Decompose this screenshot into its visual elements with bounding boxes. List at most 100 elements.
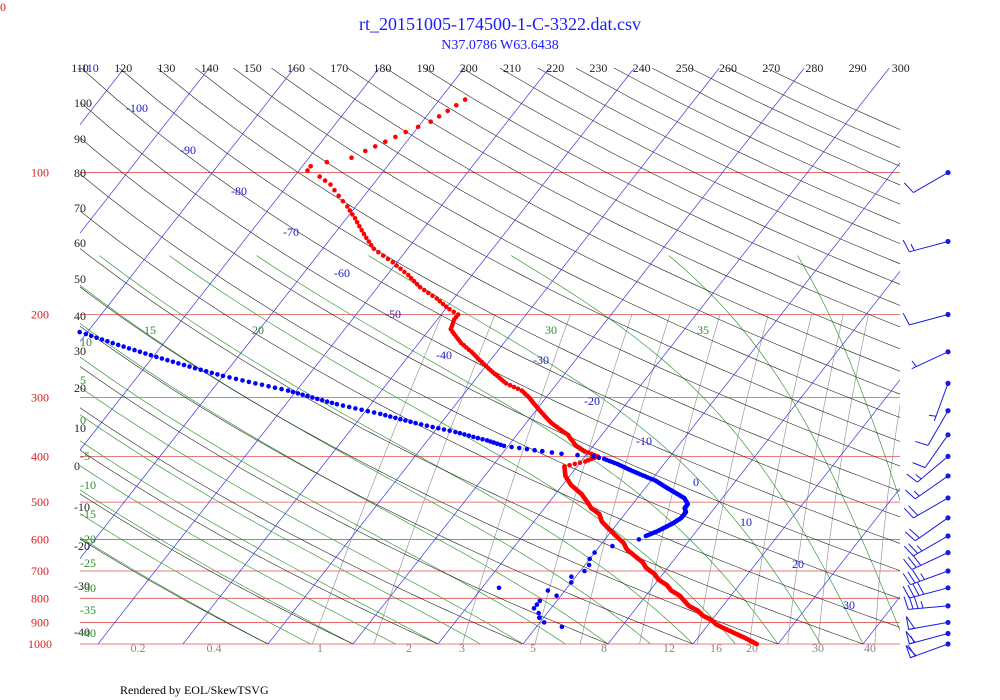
dewpoint-point	[537, 598, 543, 604]
dry-adiabat-label: 90	[74, 132, 86, 146]
isotherm-label: 10	[740, 515, 752, 529]
dewpoint-point	[403, 418, 408, 423]
dewpoint-point	[383, 412, 388, 418]
dewpoint-point	[105, 339, 110, 344]
dewpoint-point	[340, 403, 346, 408]
pressure-tick-label: 500	[31, 495, 49, 509]
moist-adiabat-line	[168, 255, 736, 644]
dewpoint-point	[110, 340, 115, 346]
dewpoint-point	[246, 379, 252, 385]
dry-adiabat-label: -30	[74, 579, 90, 593]
dewpoint-point	[484, 438, 490, 443]
isotherm-line	[0, 68, 39, 644]
isotherm-label: -100	[126, 101, 148, 115]
temperature-point	[347, 208, 353, 213]
mixing-ratio-line	[874, 403, 900, 644]
dewpoint-point	[531, 606, 537, 611]
moist-adiabat-line	[80, 414, 481, 644]
moist-adiabat-label: 20	[252, 323, 264, 337]
temperature-tick-label: 130	[157, 61, 175, 75]
temperature-point	[366, 239, 372, 244]
temperature-point	[445, 108, 451, 114]
wind-barb-staff	[910, 570, 949, 586]
wind-barb-feather	[913, 595, 919, 609]
dewpoint-point	[346, 404, 352, 410]
mixing-ratio-line	[373, 314, 496, 644]
moist-adiabat-line	[256, 255, 779, 644]
dewpoint-point	[227, 375, 232, 380]
temperature-point	[454, 103, 459, 108]
dewpoint-point	[534, 602, 540, 607]
temperature-point	[417, 284, 423, 290]
dewpoint-point	[636, 537, 642, 542]
dewpoint-point	[209, 370, 215, 376]
temperature-point	[383, 139, 388, 144]
dewpoint-point	[471, 434, 476, 440]
dewpoint-point	[545, 588, 551, 593]
temperature-point	[436, 114, 442, 119]
dewpoint-point	[99, 337, 105, 342]
mixing-ratio-line	[311, 314, 443, 644]
temperature-series	[305, 97, 760, 647]
temperature-point	[352, 216, 358, 221]
isotherm-line	[692, 379, 900, 644]
temperature-tick-label: 250	[676, 61, 694, 75]
mixing-ratio-label: 0.2	[131, 641, 146, 655]
isotherm-line	[948, 68, 1000, 644]
moist-adiabat-label: 15	[144, 323, 156, 337]
temperature-point	[364, 235, 369, 241]
moist-adiabat-lines	[80, 255, 900, 644]
pressure-tick-label: 700	[31, 564, 49, 578]
wind-barb-feather	[907, 556, 917, 568]
dry-adiabat-label: 0	[74, 459, 80, 473]
dewpoint-point	[148, 352, 154, 358]
temperature-tick-label: 210	[503, 61, 521, 75]
temperature-point	[428, 119, 434, 124]
moist-adiabat-line	[80, 356, 566, 644]
temperature-point	[414, 281, 420, 287]
dewpoint-point	[601, 456, 607, 462]
temperature-point	[371, 246, 377, 251]
temperature-point	[562, 464, 567, 469]
temperature-tick-label: 230	[589, 61, 607, 75]
wind-barb-feather	[902, 239, 910, 253]
wind-barb-feather	[904, 489, 916, 500]
dewpoint-point	[181, 362, 187, 368]
temperature-point	[406, 272, 411, 278]
isotherm-line	[80, 68, 295, 343]
wind-barb-feather	[912, 569, 921, 582]
temperature-point	[349, 155, 354, 160]
dewpoint-point	[457, 430, 463, 436]
mixing-ratio-line	[579, 314, 671, 644]
temperature-point	[567, 462, 572, 468]
wind-barb	[902, 568, 951, 586]
temperature-point	[434, 296, 440, 301]
temperature-tick-label: 200	[460, 61, 478, 75]
wind-barb-flag	[905, 630, 917, 645]
temperature-point	[332, 187, 337, 193]
dewpoint-point	[279, 386, 284, 392]
mixing-ratio-line	[787, 314, 844, 644]
dewpoint-point	[137, 349, 143, 355]
mixing-ratio-label: 5	[530, 641, 536, 655]
isotherm-line	[80, 68, 380, 451]
dewpoint-point	[334, 401, 340, 407]
dewpoint-point	[596, 455, 602, 461]
dewpoint-point	[582, 568, 587, 574]
pressure-tick-labels: 100 200 300 400 500 600 700 800 900 1000	[28, 166, 52, 651]
wind-barb-staff	[909, 240, 949, 253]
dewpoint-point	[371, 410, 377, 415]
dewpoint-point	[272, 385, 278, 391]
dewpoint-point	[393, 415, 398, 421]
dewpoint-point	[285, 388, 291, 393]
isotherm-line	[80, 68, 125, 126]
moist-adiabat-line	[80, 536, 269, 644]
wind-barb-feather	[903, 507, 914, 519]
mixing-ratio-label: 0.4	[207, 641, 222, 655]
dry-adiabat-line	[80, 538, 269, 644]
isotherm-label: -40	[436, 348, 452, 362]
isotherm-label: -60	[334, 266, 350, 280]
dry-adiabat-label: -10	[74, 500, 90, 514]
wind-barb-feather	[909, 528, 920, 539]
dewpoint-point	[559, 451, 564, 457]
